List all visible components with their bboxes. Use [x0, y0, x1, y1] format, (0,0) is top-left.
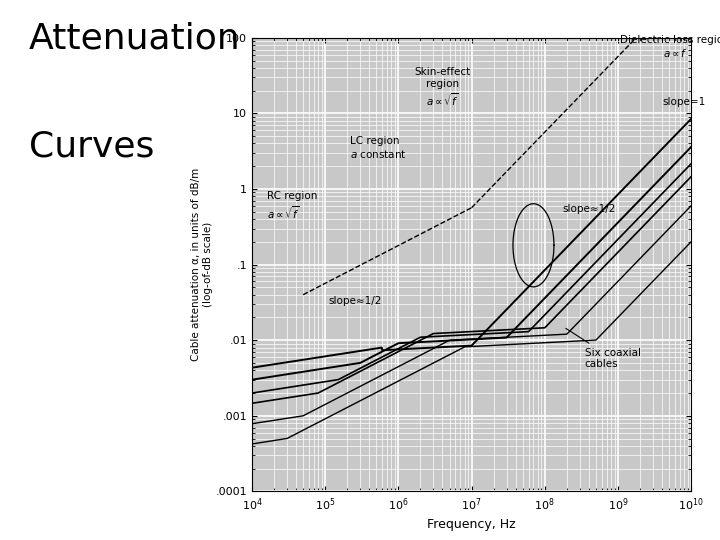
Text: Skin-effect
region
$a \propto \sqrt{f}$: Skin-effect region $a \propto \sqrt{f}$: [414, 67, 471, 108]
Text: Attenuation: Attenuation: [29, 22, 240, 56]
Text: LC region
$a$ constant: LC region $a$ constant: [350, 136, 407, 160]
Text: Curves: Curves: [29, 130, 154, 164]
Text: slope≈1/2: slope≈1/2: [328, 296, 382, 306]
Text: Six coaxial
cables: Six coaxial cables: [566, 328, 641, 369]
Text: Dielectric loss region
$a \propto f$: Dielectric loss region $a \propto f$: [620, 35, 720, 59]
X-axis label: Frequency, Hz: Frequency, Hz: [427, 518, 516, 531]
Text: slope≈1/2: slope≈1/2: [562, 204, 616, 214]
Text: RC region
$a \propto \sqrt{f}$: RC region $a \propto \sqrt{f}$: [267, 191, 318, 220]
Text: slope=1: slope=1: [662, 97, 706, 107]
Y-axis label: Cable attenuation α, in units of dB/m
(log-of-dB scale): Cable attenuation α, in units of dB/m (l…: [191, 168, 212, 361]
